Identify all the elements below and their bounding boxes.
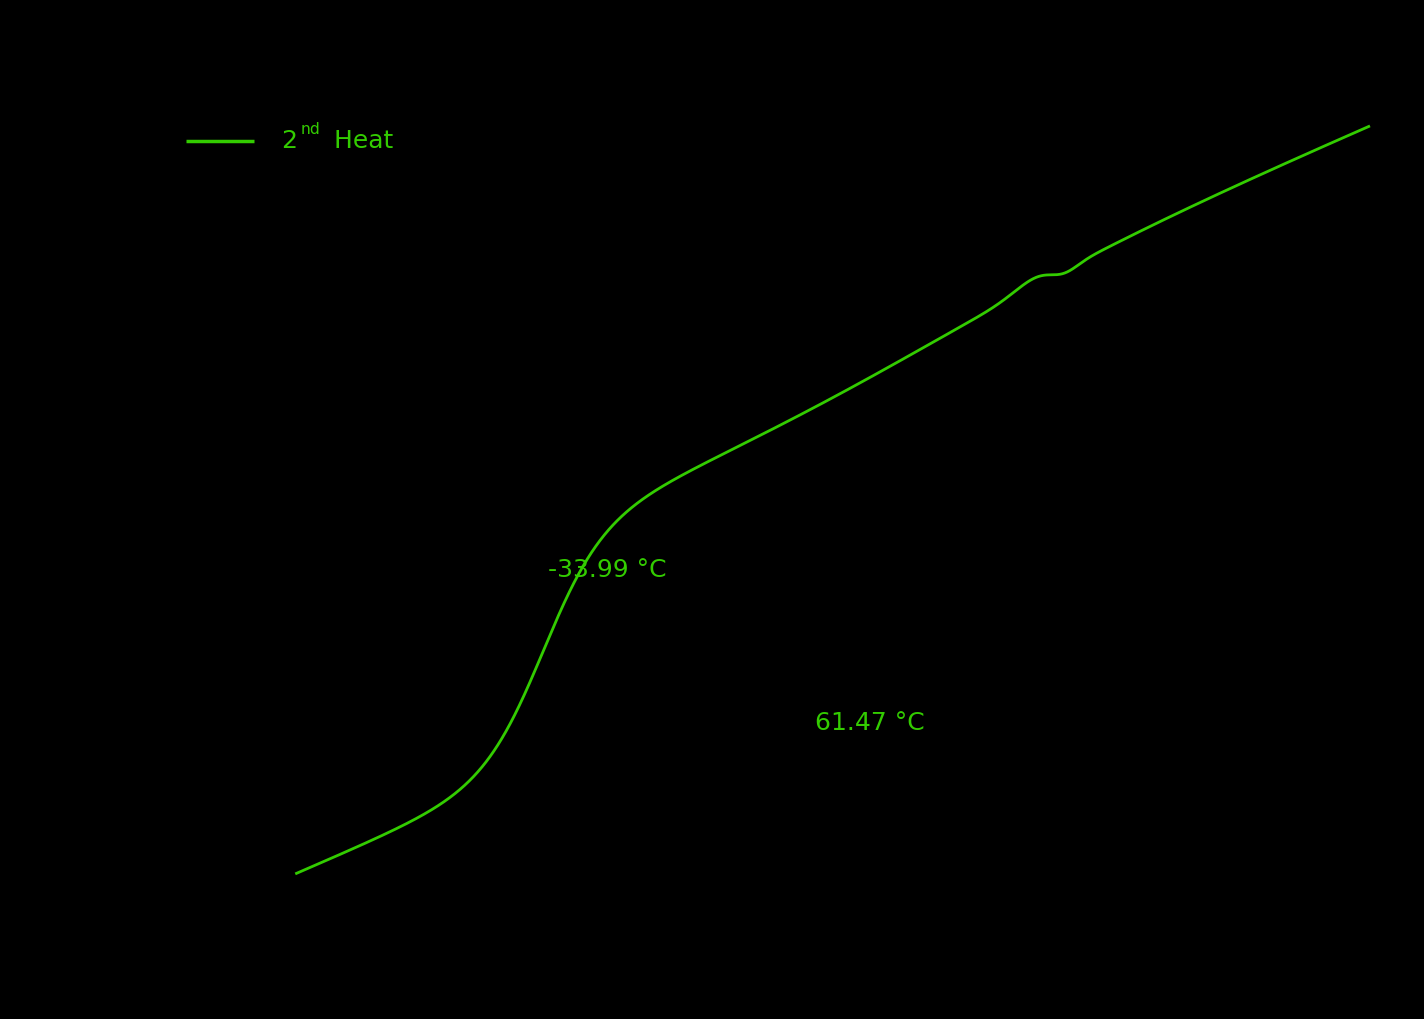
Text: 61.47 °C: 61.47 °C: [815, 711, 924, 735]
Text: nd: nd: [300, 121, 320, 137]
Text: -33.99 °C: -33.99 °C: [548, 557, 666, 582]
Text: Heat: Heat: [326, 128, 394, 153]
Text: 2: 2: [282, 128, 298, 153]
